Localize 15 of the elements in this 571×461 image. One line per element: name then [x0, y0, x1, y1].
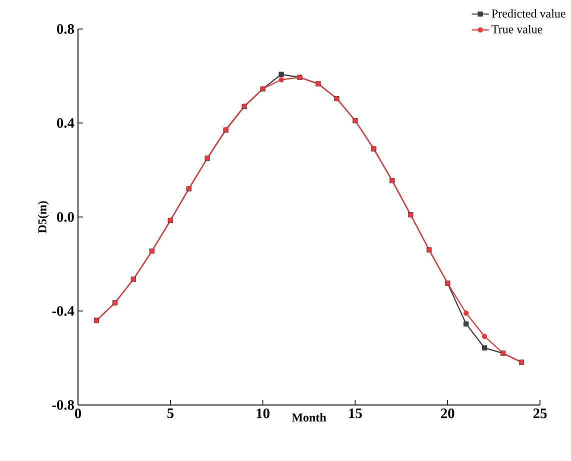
x-tick-label: 15 — [349, 408, 362, 418]
x-tick-label: 0 — [74, 408, 82, 418]
legend-label: Predicted value — [492, 9, 566, 18]
y-tick-label: -0.8 — [52, 400, 74, 410]
x-tick-label: 5 — [167, 408, 174, 418]
y-tick-label: 0.0 — [57, 212, 74, 222]
y-tick-label: 0.8 — [57, 24, 74, 34]
y-tick-label: 0.4 — [57, 118, 74, 128]
x-axis-title: Month — [292, 413, 326, 422]
y-axis-title: D5(m) — [38, 201, 49, 234]
legend-label: True value — [492, 24, 542, 34]
x-tick-label: 20 — [441, 408, 454, 418]
x-tick-label: 25 — [533, 408, 547, 418]
y-tick-label: -0.4 — [52, 306, 74, 316]
x-tick-label: 10 — [256, 408, 270, 418]
